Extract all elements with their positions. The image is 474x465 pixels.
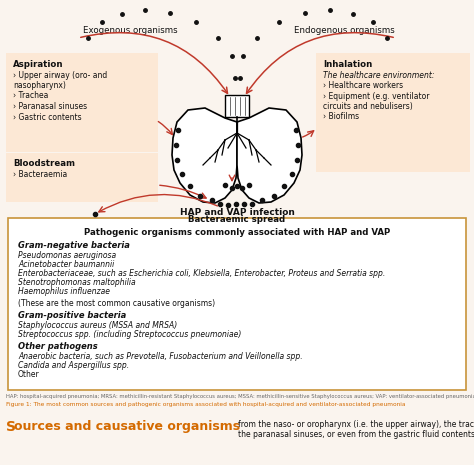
FancyBboxPatch shape (6, 53, 158, 152)
Text: Acinetobacter baumannii: Acinetobacter baumannii (18, 260, 114, 269)
Text: › Healthcare workers: › Healthcare workers (323, 81, 403, 90)
Text: from the naso- or oropharynx (i.e. the upper airway), the trachea,
the paranasal: from the naso- or oropharynx (i.e. the u… (238, 420, 474, 439)
Text: Enterobacteriaceae, such as Escherichia coli, Klebsiella, Enterobacter, Proteus : Enterobacteriaceae, such as Escherichia … (18, 269, 385, 278)
FancyBboxPatch shape (8, 218, 466, 390)
Text: › Trachea: › Trachea (13, 91, 48, 100)
Text: HAP: hospital-acquired pneumonia; MRSA: methicillin-resistant Staphylococcus aur: HAP: hospital-acquired pneumonia; MRSA: … (6, 394, 474, 399)
Text: › Paranasal sinuses: › Paranasal sinuses (13, 102, 87, 111)
Text: Bloodstream: Bloodstream (13, 159, 75, 168)
Text: Haemophilus influenzae: Haemophilus influenzae (18, 287, 110, 296)
Text: Exogenous organisms: Exogenous organisms (82, 26, 177, 35)
Text: Gram-positive bacteria: Gram-positive bacteria (18, 311, 126, 320)
Text: Other: Other (18, 370, 40, 379)
Text: Streptococcus spp. (including Streptococcus pneumoniae): Streptococcus spp. (including Streptococ… (18, 330, 241, 339)
Text: The healthcare environment:: The healthcare environment: (323, 71, 435, 80)
Text: Pathogenic organisms commonly associated with HAP and VAP: Pathogenic organisms commonly associated… (84, 228, 390, 237)
FancyBboxPatch shape (0, 0, 474, 215)
Text: Anaerobic bacteria, such as Prevotella, Fusobacterium and Veillonella spp.: Anaerobic bacteria, such as Prevotella, … (18, 352, 302, 361)
Text: › Upper airway (oro- and
nasopharynx): › Upper airway (oro- and nasopharynx) (13, 71, 107, 90)
Text: Candida and Aspergillus spp.: Candida and Aspergillus spp. (18, 361, 129, 370)
Text: HAP and VAP infection: HAP and VAP infection (180, 208, 294, 217)
Text: Figure 1: The most common sources and pathogenic organisms associated with hospi: Figure 1: The most common sources and pa… (6, 402, 405, 407)
Text: Bacteraemic spread: Bacteraemic spread (189, 215, 285, 224)
Text: › Bacteraemia: › Bacteraemia (13, 170, 67, 179)
Text: Stenotrophomonas maltophilia: Stenotrophomonas maltophilia (18, 278, 136, 287)
Text: Aspiration: Aspiration (13, 60, 64, 69)
Text: Endogenous organisms: Endogenous organisms (293, 26, 394, 35)
Text: Pseudomonas aeruginosa: Pseudomonas aeruginosa (18, 251, 116, 260)
Polygon shape (172, 108, 237, 203)
Text: › Biofilms: › Biofilms (323, 112, 359, 121)
Text: (These are the most common causative organisms): (These are the most common causative org… (18, 299, 215, 308)
Text: S: S (6, 420, 16, 434)
Text: Gram-negative bacteria: Gram-negative bacteria (18, 241, 130, 250)
Text: › Gastric contents: › Gastric contents (13, 113, 82, 122)
Text: Other pathogens: Other pathogens (18, 342, 98, 351)
Text: Staphylococcus aureus (MSSA and MRSA): Staphylococcus aureus (MSSA and MRSA) (18, 321, 177, 330)
FancyBboxPatch shape (225, 95, 249, 117)
FancyBboxPatch shape (6, 153, 158, 202)
Text: › Equipment (e.g. ventilator
circuits and nebulisers): › Equipment (e.g. ventilator circuits an… (323, 92, 429, 112)
Text: ources and causative organisms: ources and causative organisms (14, 420, 240, 433)
Polygon shape (237, 108, 302, 203)
Text: Inhalation: Inhalation (323, 60, 372, 69)
FancyBboxPatch shape (316, 53, 470, 172)
